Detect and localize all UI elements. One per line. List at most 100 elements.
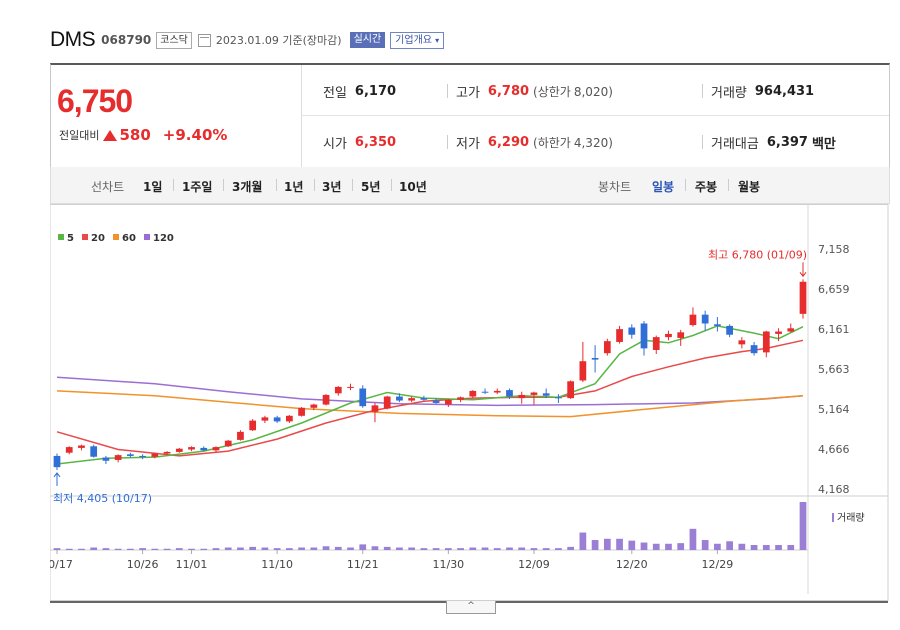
- low-arrowhead-icon: [53, 472, 61, 478]
- volume-bar: [530, 548, 538, 550]
- change-percent: +9.40%: [162, 126, 228, 144]
- candle-body: [175, 448, 183, 452]
- market-badge: 코스닥: [156, 31, 192, 49]
- candle-body: [114, 455, 122, 460]
- divider: [173, 179, 174, 191]
- candle-body: [151, 453, 159, 457]
- legend-swatch: [82, 234, 88, 240]
- candle-body: [163, 451, 171, 454]
- period-tabs: 선차트 1일 1주일 3개월 1년 3년 5년 10년 봉차트 일봉 주봉 월봉: [50, 167, 890, 204]
- tab-weekly[interactable]: 주봉: [695, 180, 718, 194]
- volume-bar: [616, 538, 623, 550]
- volume-bar: [750, 545, 758, 550]
- legend-label: 60: [122, 233, 136, 244]
- candle-body: [139, 455, 146, 457]
- tab-10y[interactable]: 10년: [399, 180, 427, 194]
- candle-body: [701, 314, 709, 324]
- divider: [447, 84, 448, 98]
- candle-body: [53, 455, 61, 468]
- x-tick-label: 11/30: [432, 558, 464, 571]
- candle-body: [444, 399, 452, 405]
- lower-limit-label: (하한가: [533, 136, 571, 150]
- candle-body: [787, 328, 795, 332]
- high-annotation: 최고 6,780 (01/09): [708, 248, 807, 261]
- prev-value: 6,170: [354, 84, 397, 99]
- candle-body: [273, 417, 281, 422]
- volume-bar: [738, 543, 746, 550]
- candle-body: [102, 457, 110, 461]
- legend-label: 20: [91, 233, 105, 244]
- candle-body: [457, 397, 464, 400]
- y-tick-label: 6,659: [818, 283, 850, 296]
- volume-bar: [163, 548, 171, 550]
- legend-swatch: [144, 234, 150, 240]
- y-tick-label: 7,158: [818, 243, 850, 256]
- candle-body: [212, 447, 220, 451]
- candle-body: [775, 331, 782, 334]
- candle-body: [78, 445, 85, 448]
- volume-bar: [53, 548, 61, 550]
- tab-1d[interactable]: 1일: [143, 180, 163, 194]
- volume-bar: [102, 548, 110, 550]
- company-info-label: 기업개요: [395, 34, 432, 46]
- tab-3y[interactable]: 3년: [322, 180, 342, 194]
- volume-bar: [151, 548, 159, 550]
- volume-bar: [114, 548, 122, 550]
- volume-bar: [444, 548, 452, 550]
- volume-label: 거래량: [711, 86, 747, 101]
- candle-body: [493, 390, 501, 393]
- volume-bar: [567, 546, 575, 550]
- candle-body: [65, 447, 73, 453]
- upper-limit-value: 8,020): [573, 84, 613, 99]
- volume-bar: [689, 528, 697, 550]
- x-tick-label: 11/01: [176, 558, 208, 571]
- tab-daily[interactable]: 일봉: [652, 180, 675, 194]
- x-tick-label: 11/10: [261, 558, 293, 571]
- volume-bar: [200, 548, 208, 550]
- volume-bar: [188, 548, 195, 550]
- tab-1y[interactable]: 1년: [284, 180, 304, 194]
- volume-bar: [775, 545, 782, 550]
- divider: [391, 179, 392, 191]
- volume-bar: [787, 545, 795, 550]
- candle-body: [714, 324, 721, 326]
- volume-bar: [334, 546, 342, 550]
- candle-body: [371, 405, 379, 412]
- candle-body: [628, 327, 636, 335]
- divider: [314, 179, 315, 191]
- chevron-down-icon: ▾: [435, 35, 440, 45]
- divider: [728, 179, 729, 191]
- volume-bar: [677, 543, 685, 550]
- volume-bar: [579, 532, 587, 550]
- tab-3m[interactable]: 3개월: [232, 180, 263, 194]
- base-date: 2023.01.09 기준(장마감): [215, 34, 342, 47]
- y-tick-label: 5,663: [818, 363, 850, 376]
- volume-bar: [371, 546, 379, 550]
- volume-bar: [603, 538, 611, 550]
- high-arrowhead-icon: [799, 272, 807, 278]
- stock-code: 068790: [101, 33, 152, 47]
- x-tick-label: 12/20: [616, 558, 648, 571]
- candle-body: [383, 396, 391, 409]
- realtime-button[interactable]: 실시간: [349, 32, 386, 48]
- candle-body: [542, 393, 550, 396]
- chart-svg: 5 20 60 120 7,158 6,659 6,161 5,663 5,164 4,666 4,…: [41, 204, 889, 601]
- divider: [276, 179, 277, 191]
- volume-bar: [640, 542, 648, 550]
- tab-monthly[interactable]: 월봉: [738, 180, 761, 194]
- low-value: 6,290: [487, 135, 530, 150]
- tab-5y[interactable]: 5년: [361, 180, 381, 194]
- candle-body: [249, 420, 257, 431]
- candle-body: [738, 340, 746, 345]
- volume-bar: [555, 548, 562, 550]
- company-info-dropdown[interactable]: 기업개요 ▾: [390, 31, 445, 49]
- line-chart-label: 선차트: [91, 180, 125, 194]
- open-price: 시가 6,350: [323, 133, 396, 152]
- tab-1w[interactable]: 1주일: [182, 180, 213, 194]
- amount-label: 거래대금: [711, 137, 759, 152]
- collapse-toggle-button[interactable]: ^: [446, 601, 496, 614]
- candle-body: [396, 396, 403, 401]
- candle-body: [555, 397, 562, 399]
- calendar-icon: [197, 33, 211, 47]
- candle-body: [90, 446, 98, 457]
